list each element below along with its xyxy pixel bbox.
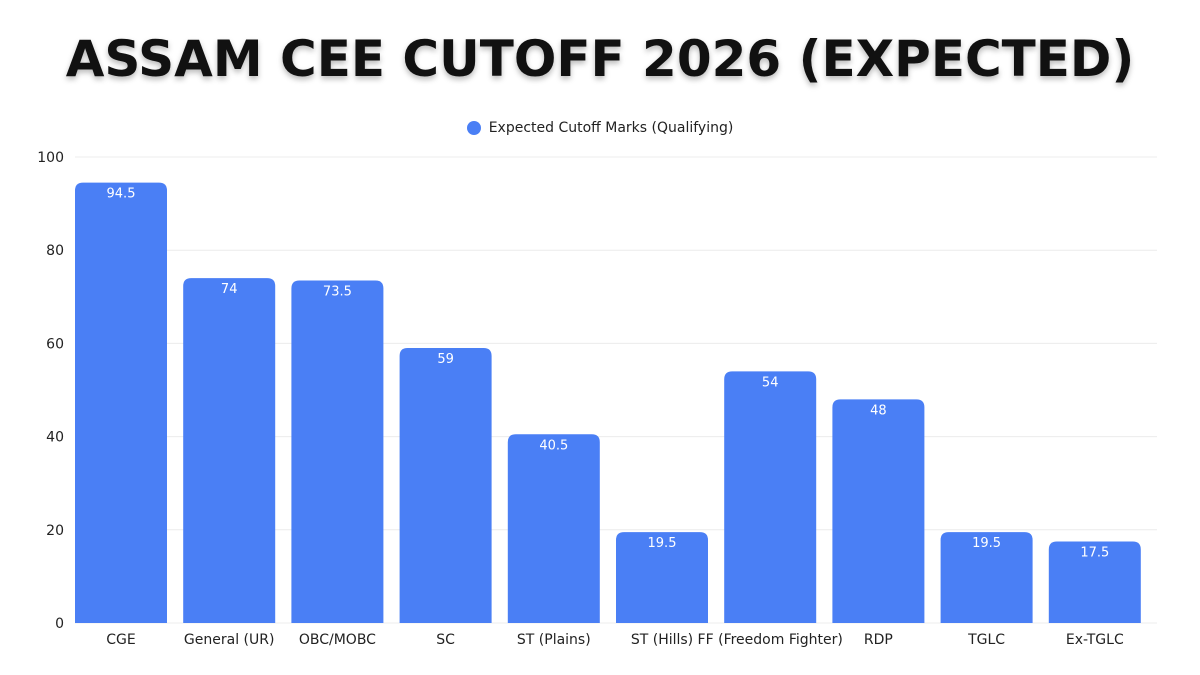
bar [724,371,817,623]
x-tick-label: ST (Hills) [631,632,693,648]
x-tick-label: FF (Freedom Fighter) [698,632,843,648]
chart-legend: Expected Cutoff Marks (Qualifying) [0,120,1200,136]
x-tick-label: TGLC [967,632,1005,648]
bar-value-label: 59 [437,352,454,367]
bar [832,399,925,623]
x-tick-label: ST (Plains) [517,632,591,648]
y-tick-label: 20 [46,523,64,539]
x-tick-label: General (UR) [184,632,275,648]
legend-swatch [466,121,481,135]
bar-value-label: 19.5 [972,536,1001,551]
bar [507,434,600,623]
bar [75,182,167,623]
x-tick-label: CGE [106,632,135,648]
legend-label: Expected Cutoff Marks (Qualifying) [488,120,734,136]
bar-value-label: 19.5 [648,536,677,551]
chart-title: ASSAM CEE CUTOFF 2026 (EXPECTED) [65,30,1135,88]
bar-value-label: 73.5 [323,284,352,299]
x-tick-label: SC [436,632,455,648]
bar-value-label: 54 [762,375,779,390]
y-tick-label: 100 [37,150,64,166]
bar-value-label: 94.5 [107,187,136,202]
bar [399,348,492,623]
bar-value-label: 74 [221,282,238,297]
bar [1048,541,1141,623]
x-tick-label: Ex-TGLC [1066,632,1124,648]
bar [183,278,276,623]
x-tick-label: RDP [864,632,893,648]
x-tick-label: OBC/MOBC [299,632,376,648]
bar-value-label: 17.5 [1080,545,1109,560]
bar [291,280,384,623]
y-tick-label: 0 [55,616,64,632]
bar-value-label: 48 [870,403,887,418]
y-tick-label: 40 [46,430,64,446]
bar [616,532,708,623]
bar [940,532,1033,623]
y-tick-label: 60 [46,336,64,352]
y-tick-label: 80 [46,243,64,259]
bar-value-label: 40.5 [539,438,568,453]
